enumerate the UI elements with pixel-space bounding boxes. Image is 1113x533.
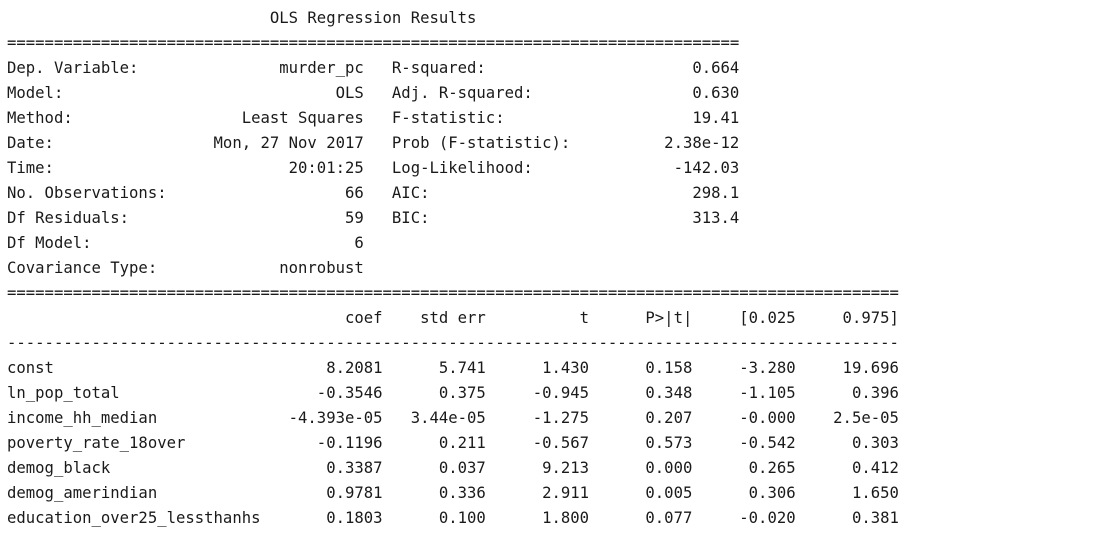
ols-regression-summary: OLS Regression Results ==================… — [7, 6, 899, 531]
info-row: Dep. Variable: murder_pc R-squared: 0.66… — [7, 59, 740, 77]
info-row: Covariance Type: nonrobust — [7, 259, 364, 277]
coef-row: education_over25_lessthanhs 0.1803 0.100… — [7, 509, 899, 527]
info-row: Df Residuals: 59 BIC: 313.4 — [7, 209, 740, 227]
info-row: No. Observations: 66 AIC: 298.1 — [7, 184, 740, 202]
info-row: Date: Mon, 27 Nov 2017 Prob (F-statistic… — [7, 134, 740, 152]
coef-row: income_hh_median -4.393e-05 3.44e-05 -1.… — [7, 409, 899, 427]
divider-wide: ========================================… — [7, 284, 899, 302]
coef-table-header: coef std err t P>|t| [0.025 0.975] — [7, 309, 899, 327]
info-row: Method: Least Squares F-statistic: 19.41 — [7, 109, 740, 127]
info-row: Df Model: 6 — [7, 234, 364, 252]
coef-row: ln_pop_total -0.3546 0.375 -0.945 0.348 … — [7, 384, 899, 402]
summary-title: OLS Regression Results — [7, 9, 477, 27]
info-row: Time: 20:01:25 Log-Likelihood: -142.03 — [7, 159, 740, 177]
divider-dash: ----------------------------------------… — [7, 334, 899, 352]
coef-row: demog_black 0.3387 0.037 9.213 0.000 0.2… — [7, 459, 899, 477]
divider-top: ========================================… — [7, 34, 740, 52]
coef-row: demog_amerindian 0.9781 0.336 2.911 0.00… — [7, 484, 899, 502]
info-row: Model: OLS Adj. R-squared: 0.630 — [7, 84, 740, 102]
coef-row: poverty_rate_18over -0.1196 0.211 -0.567… — [7, 434, 899, 452]
coef-row: const 8.2081 5.741 1.430 0.158 -3.280 19… — [7, 359, 899, 377]
